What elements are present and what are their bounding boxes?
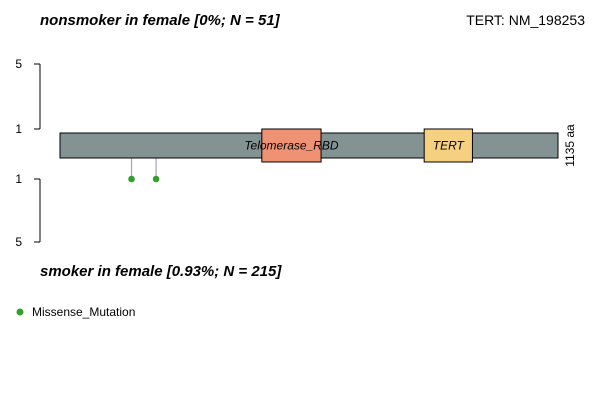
- bottom-cohort-title: smoker in female [0.93%; N = 215]: [40, 263, 282, 280]
- domain-tert: [423, 128, 473, 163]
- bottom-axis-tick-label: 1: [15, 172, 22, 186]
- gene-transcript-label: TERT: NM_198253: [466, 12, 585, 28]
- bottom-count-axis: 15: [15, 172, 41, 249]
- domain-label-tert: TERT: [433, 139, 466, 153]
- mutation-lollipops: [128, 158, 160, 183]
- protein-domains: Telomerase_RBD TERT: [244, 128, 473, 163]
- legend: Missense_Mutation: [16, 305, 135, 319]
- domain-telomerase_rbd: [261, 128, 322, 163]
- protein-length-label: 1135 aa: [563, 124, 577, 167]
- top-cohort-title: nonsmoker in female [0%; N = 51]: [40, 12, 281, 29]
- top-axis-tick-label: 5: [15, 57, 22, 71]
- legend-label: Missense_Mutation: [32, 305, 135, 319]
- top-axis-tick-label: 1: [15, 122, 22, 136]
- bottom-axis-tick-label: 5: [15, 235, 22, 249]
- top-count-axis: 51: [15, 57, 41, 136]
- lollipop-head: [152, 175, 160, 183]
- lollipop-head: [128, 175, 135, 183]
- legend-marker: [16, 308, 24, 316]
- domain-label-telomerase_rbd: Telomerase_RBD: [244, 139, 339, 153]
